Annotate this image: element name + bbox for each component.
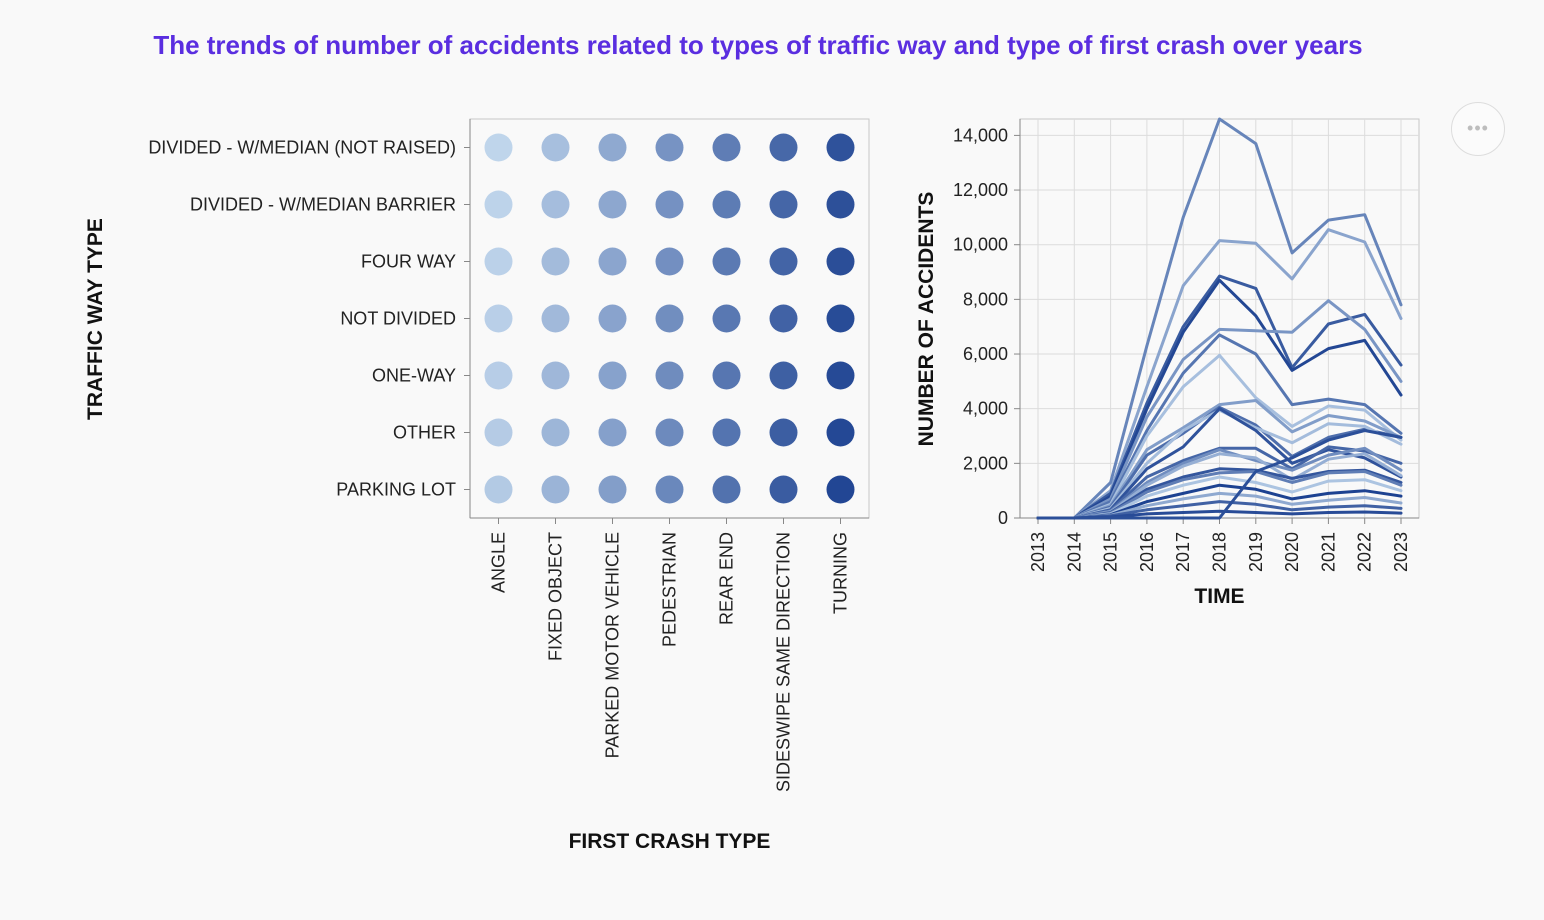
x-tick-label: 2019 [1246, 532, 1266, 572]
y-tick-label: 6,000 [963, 344, 1008, 364]
chart-title: The trends of number of accidents relate… [153, 30, 1363, 60]
dot-point [712, 304, 741, 333]
x-tick-label: ANGLE [489, 532, 509, 593]
dot-point [826, 475, 855, 504]
dot-point [826, 133, 855, 162]
dot-point [769, 361, 798, 390]
y-tick-label: 10,000 [953, 235, 1008, 255]
x-tick-label: PARKED MOTOR VEHICLE [603, 532, 623, 758]
dot-point [541, 361, 570, 390]
dot-point [655, 475, 684, 504]
y-tick-label: DIVIDED - W/MEDIAN BARRIER [190, 195, 456, 215]
dot-point [598, 418, 627, 447]
dot-point [769, 133, 798, 162]
x-tick-label: 2018 [1210, 532, 1230, 572]
x-tick-label: TURNING [831, 532, 851, 614]
x-axis-title: TIME [1194, 585, 1244, 608]
dot-point [484, 304, 513, 333]
series-line [1036, 117, 1403, 520]
dot-point [541, 247, 570, 276]
y-axis-title: TRAFFIC WAY TYPE [84, 218, 107, 420]
dot-point [484, 190, 513, 219]
dot-point [541, 418, 570, 447]
dot-point [712, 418, 741, 447]
dot-point [598, 475, 627, 504]
dot-point [826, 190, 855, 219]
dot-point [484, 133, 513, 162]
dot-point [769, 418, 798, 447]
y-tick-label: FOUR WAY [361, 252, 456, 272]
dot-point [484, 361, 513, 390]
dot-point [712, 190, 741, 219]
dot-point [826, 304, 855, 333]
y-tick-label: 12,000 [953, 180, 1008, 200]
dot-point [484, 247, 513, 276]
x-tick-label: 2021 [1318, 532, 1338, 572]
dot-point [655, 304, 684, 333]
x-tick-label: 2015 [1101, 532, 1121, 572]
y-tick-label: PARKING LOT [336, 480, 456, 500]
y-tick-label: 14,000 [953, 125, 1008, 145]
x-tick-label: 2017 [1173, 532, 1193, 572]
dot-point [655, 247, 684, 276]
dot-matrix-chart: DIVIDED - W/MEDIAN (NOT RAISED) DIVIDED -… [84, 118, 870, 853]
dot-point [598, 190, 627, 219]
dot-point [769, 247, 798, 276]
dot-point [712, 247, 741, 276]
dot-point [826, 361, 855, 390]
dot-point [484, 418, 513, 447]
y-tick-label: 0 [998, 508, 1008, 528]
y-tick-label: OTHER [393, 423, 456, 443]
more-actions-button[interactable]: ••• [1451, 102, 1505, 156]
more-icon: ••• [1467, 118, 1489, 138]
dot-point [598, 247, 627, 276]
dot-point [769, 475, 798, 504]
dot-point [769, 304, 798, 333]
dot-point [484, 475, 513, 504]
y-axis-title: NUMBER OF ACCIDENTS [915, 192, 938, 447]
x-tick-label: 2013 [1028, 532, 1048, 572]
dot-point [655, 190, 684, 219]
y-tick-label: DIVIDED - W/MEDIAN (NOT RAISED) [148, 138, 456, 158]
x-tick-label: 2020 [1282, 532, 1302, 572]
dot-point [598, 304, 627, 333]
x-tick-label: 2023 [1391, 532, 1411, 572]
x-tick-label: 2014 [1064, 532, 1084, 572]
dot-point [541, 304, 570, 333]
y-tick-label: 4,000 [963, 399, 1008, 419]
y-tick-label: 2,000 [963, 453, 1008, 473]
x-tick-label: PEDESTRIAN [660, 532, 680, 647]
dot-point [655, 361, 684, 390]
x-axis-title: FIRST CRASH TYPE [569, 830, 771, 853]
dot-point [655, 133, 684, 162]
dot-point [712, 133, 741, 162]
series-line [1036, 429, 1403, 520]
dot-point [769, 190, 798, 219]
dot-point [541, 190, 570, 219]
x-tick-label: 2022 [1355, 532, 1375, 572]
series-line [1036, 299, 1403, 520]
x-tick-label: SIDESWIPE SAME DIRECTION [774, 532, 794, 792]
dot-point [655, 418, 684, 447]
dot-point [541, 475, 570, 504]
dot-point [826, 247, 855, 276]
dot-point [712, 475, 741, 504]
y-tick-label: ONE-WAY [372, 366, 456, 386]
dot-point [541, 133, 570, 162]
series-line [1036, 274, 1403, 520]
dot-point [598, 133, 627, 162]
series-line [1036, 333, 1403, 520]
dot-point [712, 361, 741, 390]
x-tick-label: REAR END [717, 532, 737, 625]
line-chart: 0 2,000 4,000 6,000 8,000 10,000 12,000 14,000 2… [915, 117, 1420, 608]
x-tick-label: 2016 [1137, 532, 1157, 572]
dot-point [826, 418, 855, 447]
series-line [1036, 278, 1403, 520]
y-tick-label: NOT DIVIDED [340, 309, 456, 329]
y-tick-label: 8,000 [963, 289, 1008, 309]
dot-point [598, 361, 627, 390]
x-tick-label: FIXED OBJECT [546, 532, 566, 661]
